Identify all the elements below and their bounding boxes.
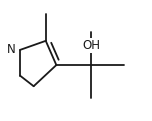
Text: OH: OH bbox=[82, 39, 100, 52]
Text: N: N bbox=[7, 43, 16, 56]
